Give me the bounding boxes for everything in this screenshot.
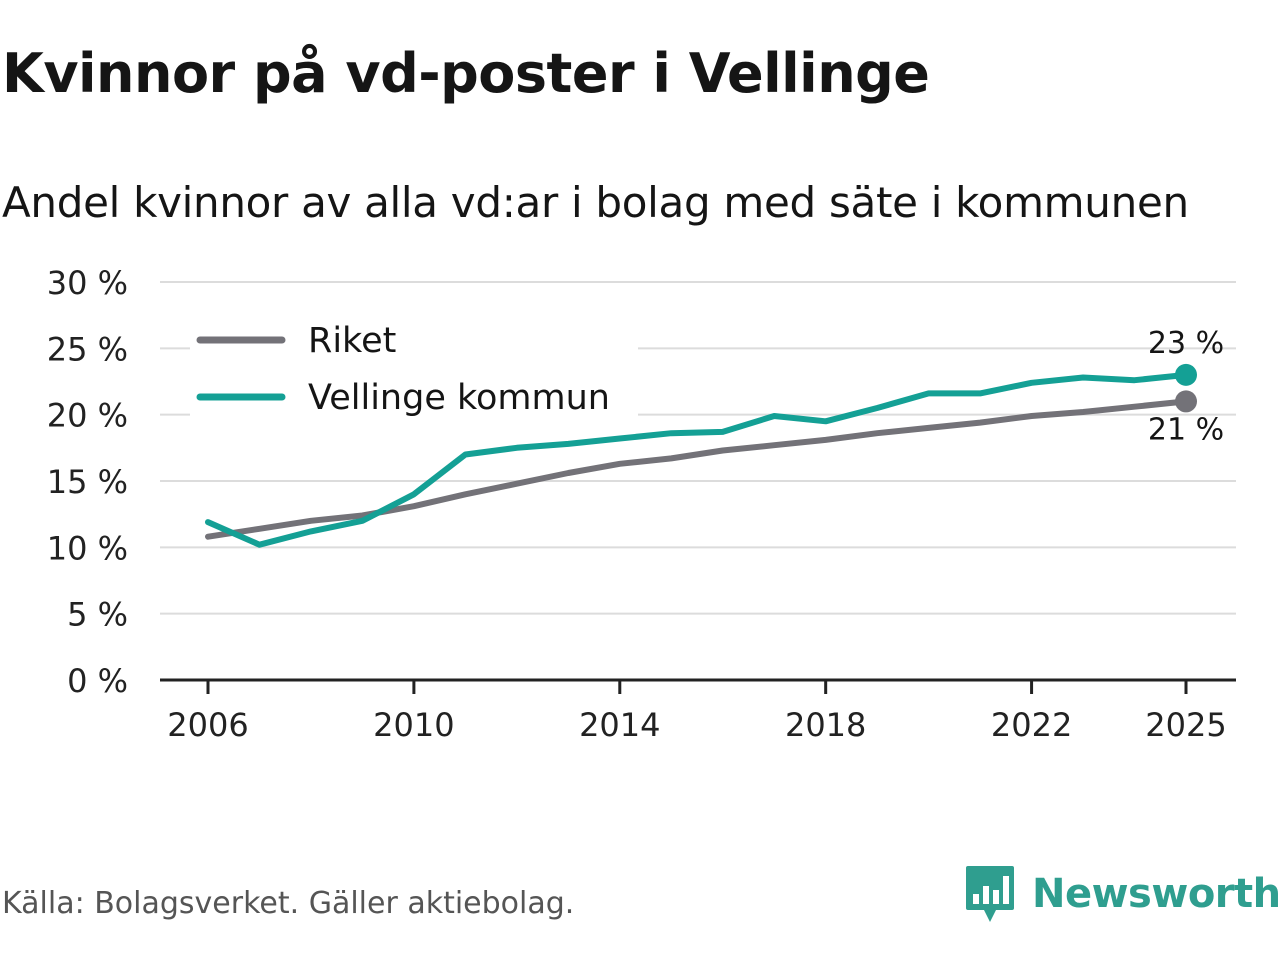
x-tick-label-2014: 2014 (579, 706, 660, 744)
y-tick-label-30: 30 % (47, 264, 128, 302)
x-tick-label-2018: 2018 (785, 706, 866, 744)
x-tick-label-2025: 2025 (1145, 706, 1226, 744)
y-tick-label-0: 0 % (67, 662, 128, 700)
y-tick-label-10: 10 % (47, 529, 128, 567)
series-end-point-1 (1175, 363, 1197, 386)
brand-name: Newsworthy (1032, 871, 1280, 917)
brand-logo: Newsworthy (964, 864, 1280, 924)
legend-label-0: Riket (308, 321, 396, 361)
x-tick-label-2010: 2010 (373, 706, 454, 744)
y-tick-label-20: 20 % (47, 397, 128, 435)
chart-title: Kvinnor på vd-poster i Vellinge (2, 42, 930, 105)
bar-chart-speech-bubble-icon (966, 866, 1014, 922)
x-tick-label-2006: 2006 (167, 706, 248, 744)
series-line-1 (205, 371, 1189, 548)
legend-label-1: Vellinge kommun (308, 378, 610, 418)
source-note: Källa: Bolagsverket. Gäller aktiebolag. (2, 886, 575, 921)
legend-background (190, 310, 638, 430)
x-tick-label-2022: 2022 (991, 706, 1072, 744)
y-tick-label-25: 25 % (47, 330, 128, 368)
series-end-point-0 (1175, 390, 1197, 413)
y-tick-label-15: 15 % (47, 463, 128, 501)
series-end-label-1: 23 % (1148, 326, 1224, 361)
series-end-label-0: 21 % (1148, 412, 1224, 447)
chart-subtitle: Andel kvinnor av alla vd:ar i bolag med … (2, 178, 1189, 227)
y-tick-label-5: 5 % (67, 596, 128, 634)
